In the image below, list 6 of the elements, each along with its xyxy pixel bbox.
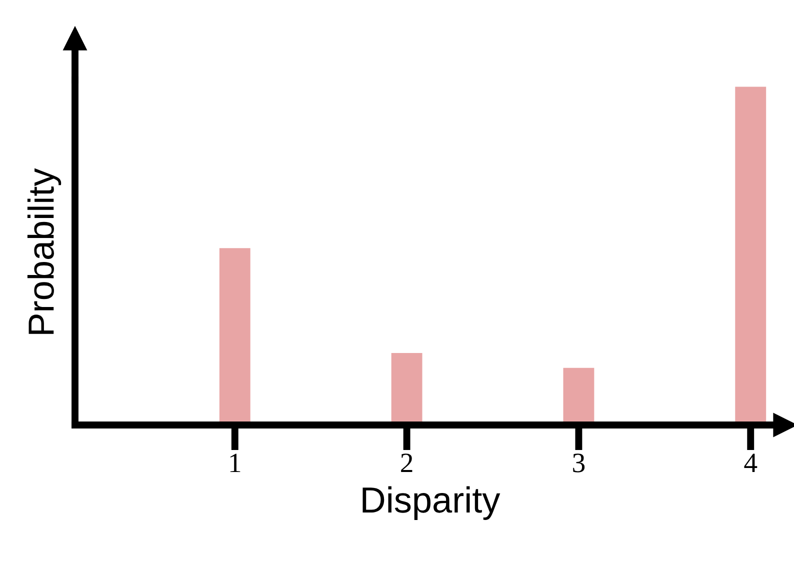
x-tick-label: 4: [744, 454, 758, 472]
x-tick-label: 2: [401, 454, 412, 472]
y-axis-title: Probability: [27, 168, 62, 334]
x-tick-label: 3: [573, 454, 585, 472]
x-axis-title: Disparity: [362, 486, 500, 520]
x-tick-label: 1: [230, 454, 240, 472]
